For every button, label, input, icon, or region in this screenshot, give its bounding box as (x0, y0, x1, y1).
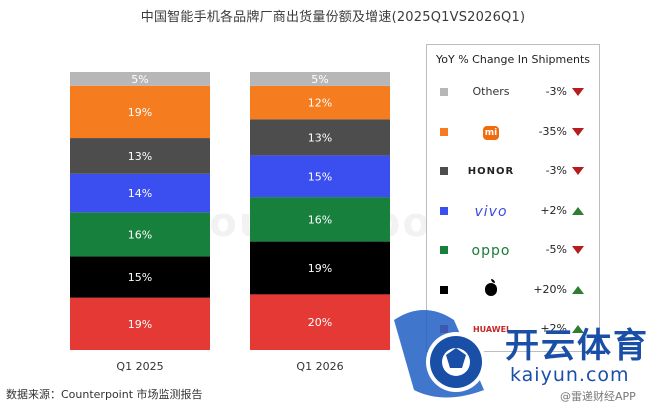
legend-change: +20% (533, 282, 567, 296)
bar-data-label: 16% (308, 213, 332, 226)
legend-change: +2% (540, 322, 567, 335)
legend-change: -3% (545, 164, 567, 177)
bar-segment (250, 72, 390, 86)
bar-segment (70, 138, 210, 174)
legend-item: +20% (427, 278, 599, 301)
legend-item: oppo -5% (427, 241, 599, 261)
triangle-down-icon (572, 127, 584, 136)
triangle-up-icon (572, 325, 584, 333)
triangle-up-icon (572, 285, 584, 294)
xiaomi-logo-icon: mi (483, 125, 499, 140)
triangle-down-icon (572, 88, 584, 96)
legend-brand-label: HUAWEI (472, 325, 510, 334)
legend-brand-label: oppo (471, 243, 511, 259)
legend-swatch (440, 285, 448, 294)
bar-data-label: 16% (128, 228, 152, 241)
legend-title: YoY % Change In Shipments (436, 53, 590, 66)
bar-data-label: 15% (308, 170, 332, 183)
bar-segment (250, 119, 390, 156)
bar-segment (250, 155, 390, 198)
legend-item: vivo +2% (427, 202, 599, 222)
source-note: 数据来源：Counterpoint 市场监测报告 (6, 388, 203, 401)
bar-segment (70, 256, 210, 298)
legend-panel: YoY % Change In Shipments Others -3% mi -35… (426, 44, 600, 352)
apple-logo-icon (485, 278, 497, 296)
bar-segment (250, 241, 390, 295)
watermark-en: kaiyun.com (510, 364, 630, 386)
legend-change: -5% (545, 243, 567, 256)
bar-data-label: 13% (308, 131, 332, 144)
triangle-down-icon (572, 246, 584, 254)
legend-brand: HONOR (455, 164, 527, 177)
bar-segment (70, 173, 210, 213)
legend-swatch (440, 206, 448, 215)
legend-swatch (440, 88, 448, 96)
bar-data-label: 15% (128, 271, 152, 284)
legend-swatch (440, 246, 448, 254)
x-tick-label: Q1 2025 (116, 360, 163, 373)
legend-item: HONOR -3% (427, 162, 599, 182)
x-tick-label: Q1 2026 (296, 360, 343, 373)
legend-brand: mi (455, 125, 527, 140)
bar-data-label: 5% (131, 73, 148, 86)
bar-data-label: 5% (311, 73, 328, 86)
legend-change: -35% (538, 124, 567, 138)
bar-data-label: 14% (128, 187, 152, 200)
bar-segment (250, 294, 390, 350)
legend-swatch (440, 127, 448, 136)
bar-segment (70, 297, 210, 350)
legend-brand: HUAWEI (455, 322, 527, 335)
watermark-small: @雷递财经APP (560, 390, 636, 403)
legend-change: +2% (540, 203, 567, 217)
legend-brand-label: Others (472, 85, 510, 98)
bar-segment (70, 72, 210, 86)
legend-brand: Others (455, 85, 527, 98)
bar-data-label: 13% (128, 150, 152, 163)
watermark-cn: 开云体育 (505, 326, 649, 366)
stacked-bar-chart: 19% 15% 16% 14% 13% 19% 5% Q1 2025 20% 19% 16% 15% 1… (70, 72, 390, 373)
legend-item: Others -3% (427, 83, 599, 103)
bar-data-label: 20% (308, 316, 332, 329)
bar-segment (250, 197, 390, 242)
bar-segment (70, 85, 210, 139)
legend-brand: vivo (455, 204, 527, 220)
bar-segment (250, 85, 390, 120)
bar-segment (70, 212, 210, 257)
legend-brand (455, 278, 527, 299)
legend-swatch (440, 167, 448, 175)
kaiyun-watermark-logo (394, 310, 486, 398)
legend-brand: oppo (455, 243, 527, 259)
bar-data-label: 19% (308, 262, 332, 275)
legend-item: mi -35% (427, 123, 599, 143)
bar-data-label: 19% (128, 106, 152, 119)
chart-title: 中国智能手机各品牌厂商出货量份额及增速(2025Q1VS2026Q1) (140, 10, 526, 25)
legend-brand-label: vivo (474, 203, 508, 220)
bar-data-label: 12% (308, 97, 332, 110)
bar-data-label: 19% (128, 318, 152, 331)
legend-change: -3% (545, 85, 567, 98)
triangle-down-icon (572, 167, 584, 175)
triangle-up-icon (572, 206, 584, 215)
legend-brand-label: HONOR (467, 166, 515, 177)
